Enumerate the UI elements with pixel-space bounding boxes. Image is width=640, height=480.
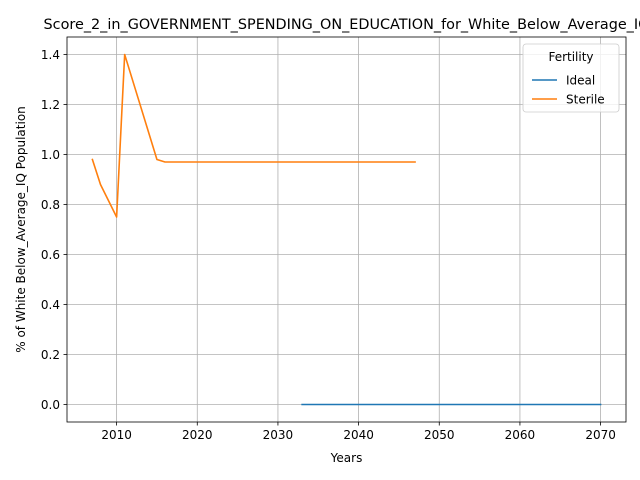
x-tick-label: 2030 [263, 428, 294, 442]
y-tick-label: 0.4 [41, 298, 60, 312]
y-tick-label: 0.0 [41, 398, 60, 412]
x-tick-label: 2070 [585, 428, 616, 442]
y-axis-label: % of White Below_Average_IQ Population [14, 106, 28, 353]
axis-ticks: 2010 2020 2030 2040 2050 2060 2070 0.0 0.2 0.4 0.6… [41, 48, 616, 442]
x-tick-label: 2060 [505, 428, 536, 442]
legend-label-ideal: Ideal [566, 73, 595, 87]
series-lines [91, 53, 602, 406]
y-tick-label: 1.4 [41, 48, 60, 62]
y-tick-label: 0.2 [41, 348, 60, 362]
x-tick-label: 2010 [101, 428, 132, 442]
x-axis-label: Years [330, 451, 363, 465]
y-tick-label: 0.8 [41, 198, 60, 212]
y-tick-label: 1.2 [41, 98, 60, 112]
chart-title: Score_2_in_GOVERNMENT_SPENDING_ON_EDUCAT… [44, 17, 640, 33]
y-tick-label: 1.0 [41, 148, 60, 162]
legend-label-sterile: Sterile [566, 92, 605, 106]
x-tick-label: 2040 [343, 428, 374, 442]
plot-area-frame [66, 36, 627, 423]
legend-box [522, 43, 620, 113]
series-line-sterile [91, 53, 416, 218]
grid [67, 37, 626, 422]
y-tick-label: 0.6 [41, 248, 60, 262]
x-tick-label: 2050 [424, 428, 455, 442]
legend: Fertility Ideal Sterile [522, 43, 620, 113]
legend-title: Fertility [548, 50, 593, 64]
x-tick-label: 2020 [182, 428, 213, 442]
